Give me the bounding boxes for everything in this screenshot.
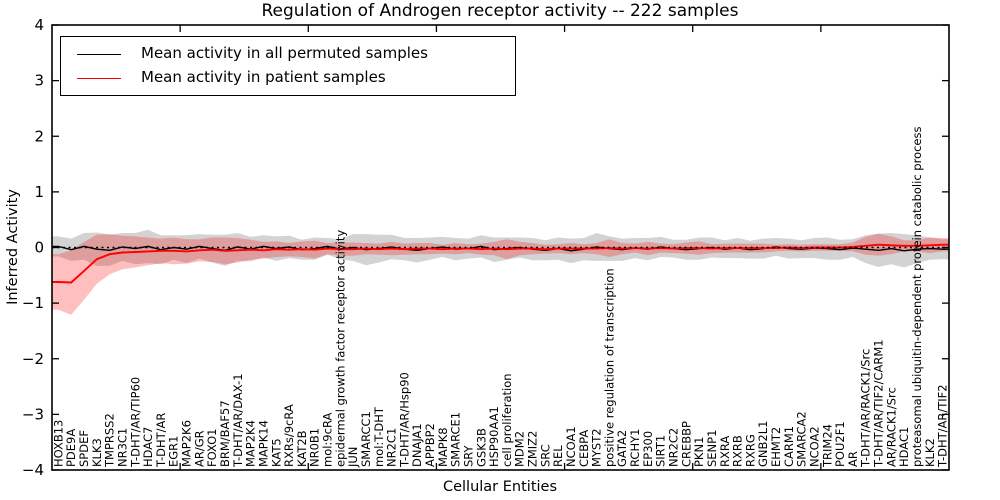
legend-label: Mean activity in all permuted samples bbox=[141, 44, 428, 63]
x-category-label: AR bbox=[846, 451, 860, 467]
x-category-label: mol:9cRA bbox=[321, 413, 335, 467]
x-category-label: PDE9A bbox=[64, 429, 78, 467]
legend-item-permuted: Mean activity in all permuted samples bbox=[77, 45, 515, 62]
x-category-label: TMPRSS2 bbox=[103, 413, 117, 468]
x-category-label: proteasomal ubiquitin-dependent protein … bbox=[910, 126, 924, 467]
x-category-label: AR/RACK1/Src bbox=[884, 387, 898, 467]
x-category-label: TRIM24 bbox=[820, 424, 834, 468]
x-category-label: KAT5 bbox=[269, 438, 283, 467]
x-category-label: NR0B1 bbox=[308, 428, 322, 467]
x-category-label: T-DHT/AR/TIP60 bbox=[128, 377, 142, 468]
y-tick-label: 3 bbox=[34, 72, 44, 90]
x-category-label: positive regulation of transcription bbox=[602, 268, 616, 467]
x-category-label: DNAJA1 bbox=[410, 423, 424, 467]
patient-mean-line bbox=[52, 243, 949, 284]
x-category-label: EHMT2 bbox=[769, 427, 783, 467]
x-category-label: MAPK14 bbox=[256, 420, 270, 467]
x-category-label: T-DHT/AR/DAX-1 bbox=[231, 373, 245, 468]
x-category-label: CEBPA bbox=[577, 430, 591, 467]
x-category-label: RCHY1 bbox=[628, 429, 642, 467]
x-category-label: APPBP2 bbox=[423, 423, 437, 467]
x-category-label: NCOA2 bbox=[807, 426, 821, 467]
x-category-label: NR3C1 bbox=[115, 428, 129, 467]
x-category-label: HDAC1 bbox=[897, 427, 911, 467]
x-category-label: MAP2K4 bbox=[244, 420, 258, 467]
x-category-label: SPDEF bbox=[77, 430, 91, 467]
x-category-label: NR2C2 bbox=[666, 428, 680, 467]
x-category-label: GSK3B bbox=[474, 428, 488, 467]
x-category-label: RXRs/9cRA bbox=[282, 404, 296, 467]
x-category-label: GNB2L1 bbox=[756, 421, 770, 467]
x-axis-title: Cellular Entities bbox=[442, 479, 558, 495]
x-category-label: T-DHT/AR/RACK1/Src bbox=[859, 349, 873, 468]
y-tick-label: −3 bbox=[22, 405, 44, 423]
x-category-label: RXRA bbox=[718, 436, 732, 467]
y-tick-label: −1 bbox=[22, 294, 44, 312]
x-category-label: mol:T-DHT bbox=[372, 406, 386, 467]
x-category-label: MAP2K6 bbox=[180, 420, 194, 467]
x-category-label: MDM2 bbox=[513, 431, 527, 467]
x-category-label: T-DHT/AR bbox=[154, 413, 168, 468]
x-category-label: POU2F1 bbox=[833, 421, 847, 467]
legend-line-sample-black bbox=[77, 53, 121, 55]
x-category-label: cell proliferation bbox=[500, 373, 514, 467]
x-category-label: HOXB13 bbox=[51, 420, 65, 467]
x-category-label: REL bbox=[551, 445, 565, 467]
legend-label: Mean activity in patient samples bbox=[141, 68, 386, 87]
y-tick-label: 4 bbox=[34, 16, 44, 34]
y-tick-label: 0 bbox=[34, 239, 44, 257]
x-category-label: EP300 bbox=[641, 431, 655, 467]
x-category-label: SMARCC1 bbox=[359, 411, 373, 467]
legend-item-patient: Mean activity in patient samples bbox=[77, 69, 515, 86]
y-axis-title: Inferred Activity bbox=[5, 189, 21, 305]
x-category-label: ZMIZ2 bbox=[526, 431, 540, 467]
x-category-label: T-DHT/AR/TIF2 bbox=[936, 384, 950, 468]
x-category-label: SMARCA2 bbox=[795, 411, 809, 467]
x-category-label: SRY bbox=[461, 444, 475, 467]
x-category-label: SMARCE1 bbox=[449, 412, 463, 467]
x-category-label: KAT2B bbox=[295, 430, 309, 467]
x-category-label: NCOA1 bbox=[564, 426, 578, 467]
x-category-label: BRM/BAF57 bbox=[218, 400, 232, 467]
x-category-label: T-DHT/AR/Hsp90 bbox=[397, 372, 411, 468]
x-category-label: SRC bbox=[538, 444, 552, 467]
x-category-label: KLK3 bbox=[90, 438, 104, 467]
y-tick-label: 1 bbox=[34, 183, 44, 201]
chart-title: Regulation of Androgen receptor activity… bbox=[261, 1, 739, 21]
y-tick-label: −2 bbox=[22, 350, 44, 368]
x-category-label: AR/GR bbox=[192, 430, 206, 467]
x-category-label: RXRG bbox=[743, 434, 757, 467]
x-category-label: NR2C1 bbox=[385, 428, 399, 467]
x-category-label: SIRT1 bbox=[654, 435, 668, 467]
y-tick-label: −4 bbox=[22, 461, 44, 479]
x-category-label: FOXO1 bbox=[205, 429, 219, 467]
x-category-label: MAPK8 bbox=[436, 427, 450, 467]
x-category-label: MYST2 bbox=[590, 428, 604, 467]
x-category-label: CREBBP bbox=[679, 421, 693, 467]
x-category-label: GATA2 bbox=[615, 430, 629, 467]
x-category-label: HSP90AA1 bbox=[487, 406, 501, 467]
y-tick-label: 2 bbox=[34, 127, 44, 145]
legend-line-sample-red bbox=[77, 77, 121, 79]
x-category-label: HDAC7 bbox=[141, 427, 155, 467]
x-category-label: JUN bbox=[346, 447, 360, 468]
patient-std-band bbox=[52, 233, 949, 315]
x-category-label: RXRB bbox=[731, 435, 745, 467]
x-category-label: CARM1 bbox=[782, 426, 796, 467]
x-category-label: epidermal growth factor receptor activit… bbox=[333, 230, 347, 467]
x-category-label: EGR1 bbox=[167, 436, 181, 468]
x-category-label: KLK2 bbox=[923, 438, 937, 467]
x-category-label: T-DHT/AR/TIF2/CARM1 bbox=[872, 339, 886, 468]
legend-box: Mean activity in all permuted samples Me… bbox=[60, 36, 516, 96]
x-category-label: SENP1 bbox=[705, 430, 719, 467]
x-category-label: PKN1 bbox=[692, 437, 706, 467]
